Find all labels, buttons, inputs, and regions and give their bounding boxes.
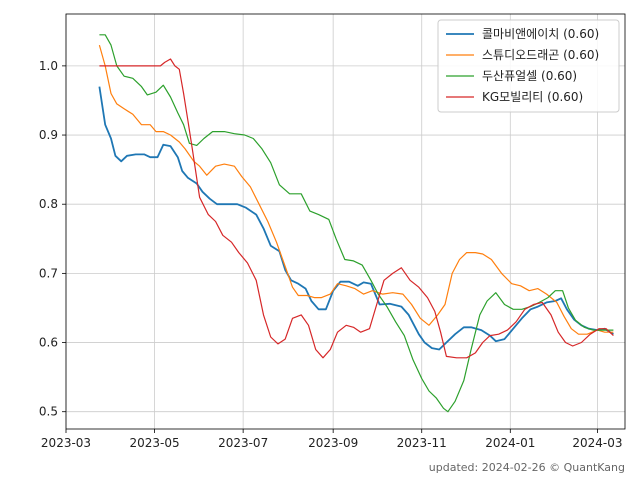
legend-label-4: KG모빌리티 (0.60) (482, 90, 583, 104)
series-line-1 (98, 86, 614, 351)
series-line-2 (98, 44, 614, 335)
legend-box (437, 19, 620, 113)
y-axis-ticks: 0.5 0.6 0.7 0.8 0.9 1.0 (39, 59, 66, 419)
y-tick-label: 0.9 (39, 128, 58, 142)
y-tick-label: 0.8 (39, 197, 58, 211)
legend-entries: 콜마비앤에이치 (0.60) 스튜디오드래곤 (0.60) 두산퓨얼셀 (0.60)… (446, 27, 599, 104)
y-tick-label: 0.5 (39, 405, 58, 419)
y-tick-label: 1.0 (39, 59, 58, 73)
y-tick-label: 0.6 (39, 336, 58, 350)
legend-label-1: 콜마비앤에이치 (0.60) (482, 27, 599, 41)
x-tick-label: 2023-03 (41, 436, 91, 450)
x-tick-label: 2023-05 (129, 436, 179, 450)
x-tick-label: 2024-03 (572, 436, 622, 450)
x-tick-label: 2023-09 (308, 436, 358, 450)
x-tick-label: 2024-01 (485, 436, 535, 450)
x-tick-label: 2023-07 (218, 436, 268, 450)
x-tick-label: 2023-11 (397, 436, 447, 450)
y-tick-label: 0.7 (39, 266, 58, 280)
x-axis-ticks: 2023-03 2023-05 2023-07 2023-09 2023-11 2024-… (41, 429, 622, 450)
legend-label-3: 두산퓨얼셀 (0.60) (482, 69, 577, 83)
plot-area-frame (65, 13, 626, 430)
legend-label-2: 스튜디오드래곤 (0.60) (482, 48, 599, 62)
series-line-4 (99, 58, 614, 359)
series-lines (98, 34, 614, 413)
legend: 콜마비앤에이치 (0.60) 스튜디오드래곤 (0.60) 두산퓨얼셀 (0.60)… (437, 19, 620, 113)
footer-text: updated: 2024-02-26 © QuantKang (429, 461, 625, 474)
